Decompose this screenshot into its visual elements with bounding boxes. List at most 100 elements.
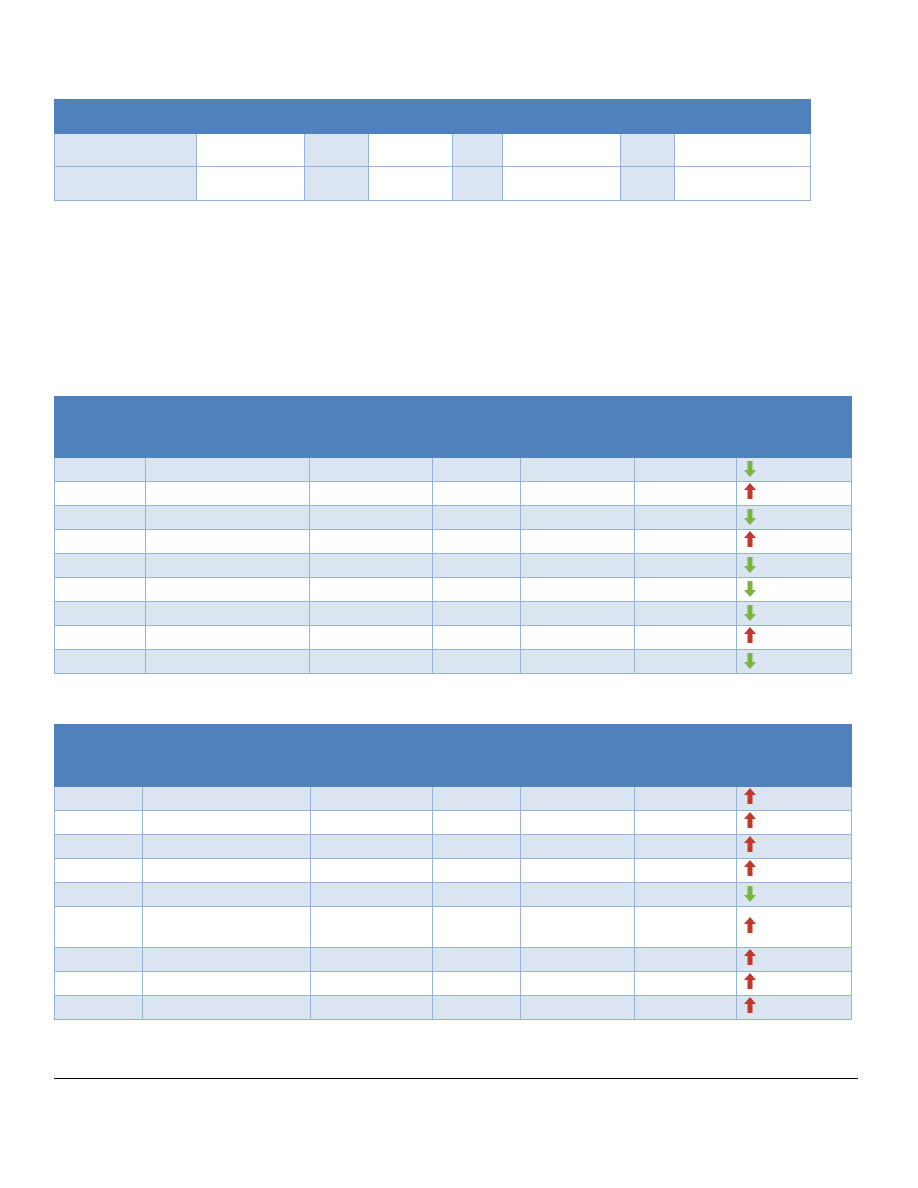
table-cell (520, 625, 635, 650)
up-arrow-icon (743, 788, 757, 810)
table-cell (310, 786, 433, 811)
table-cell (309, 505, 433, 530)
table-row (54, 577, 852, 602)
up-arrow-icon (743, 997, 757, 1019)
table-row (54, 834, 852, 859)
summary-label (54, 166, 197, 201)
trend-cell (736, 995, 852, 1020)
table-cell (145, 601, 310, 626)
table-cell (520, 947, 635, 972)
table-cell (432, 810, 521, 835)
column-header (54, 396, 146, 458)
table-row (54, 786, 852, 811)
column-header (432, 724, 521, 787)
column-header (309, 396, 433, 458)
table-cell (142, 971, 311, 996)
table-cell (54, 577, 146, 602)
summary-value (196, 133, 305, 167)
table-cell (634, 457, 737, 482)
table-row (54, 529, 852, 554)
table-cell (309, 577, 433, 602)
down-arrow-icon (743, 603, 757, 625)
table-cell (634, 947, 737, 972)
table-1-header (54, 396, 852, 458)
table-cell (432, 553, 521, 578)
table-cell (54, 906, 143, 948)
table-cell (54, 810, 143, 835)
column-header (520, 724, 635, 787)
table-cell (520, 529, 635, 554)
column-header (145, 396, 310, 458)
table-cell (309, 649, 433, 674)
table-cell (310, 906, 433, 948)
table-cell (634, 971, 737, 996)
table-cell (432, 858, 521, 883)
table-cell (634, 834, 737, 859)
trend-cell (736, 947, 852, 972)
trend-cell (736, 529, 852, 554)
table-cell (309, 625, 433, 650)
down-arrow-icon (743, 651, 757, 673)
column-header (142, 724, 311, 787)
down-arrow-icon (743, 884, 757, 906)
table-cell (54, 995, 143, 1020)
table-cell (145, 457, 310, 482)
column-header (54, 724, 143, 787)
table-cell (520, 906, 635, 948)
table-cell (634, 577, 737, 602)
table-cell (634, 481, 737, 506)
trend-cell (736, 553, 852, 578)
summary-label (304, 133, 369, 167)
table-row (54, 947, 852, 972)
table-cell (54, 601, 146, 626)
table-cell (432, 786, 521, 811)
table-cell (432, 505, 521, 530)
table-row (54, 971, 852, 996)
table-cell (54, 858, 143, 883)
table-cell (145, 529, 310, 554)
summary-label (620, 166, 675, 201)
table-cell (520, 481, 635, 506)
table-cell (142, 834, 311, 859)
trend-cell (736, 810, 852, 835)
table-cell (54, 786, 143, 811)
data-table-1 (54, 396, 852, 674)
table-cell (309, 529, 433, 554)
table-row (54, 882, 852, 907)
table-cell (54, 481, 146, 506)
table-cell (309, 601, 433, 626)
table-cell (432, 882, 521, 907)
summary-label (452, 133, 503, 167)
table-row (54, 810, 852, 835)
table-cell (634, 858, 737, 883)
table-cell (634, 529, 737, 554)
table-cell (432, 995, 521, 1020)
trend-cell (736, 834, 852, 859)
up-arrow-icon (743, 627, 757, 649)
table-cell (634, 601, 737, 626)
table-cell (432, 529, 521, 554)
table-cell (54, 625, 146, 650)
table-cell (54, 882, 143, 907)
table-cell (634, 995, 737, 1020)
table-cell (432, 834, 521, 859)
trend-cell (736, 457, 852, 482)
summary-value (368, 133, 453, 167)
table-cell (142, 858, 311, 883)
table-cell (145, 625, 310, 650)
table-cell (432, 577, 521, 602)
table-cell (432, 457, 521, 482)
table-cell (145, 577, 310, 602)
table-cell (54, 834, 143, 859)
up-arrow-icon (743, 836, 757, 858)
table-cell (142, 786, 311, 811)
column-header (520, 396, 635, 458)
table-cell (432, 971, 521, 996)
column-header (432, 396, 521, 458)
table-cell (634, 906, 737, 948)
table-row (54, 457, 852, 482)
summary-header (54, 99, 811, 134)
table-cell (309, 457, 433, 482)
table-cell (520, 882, 635, 907)
table-cell (432, 649, 521, 674)
